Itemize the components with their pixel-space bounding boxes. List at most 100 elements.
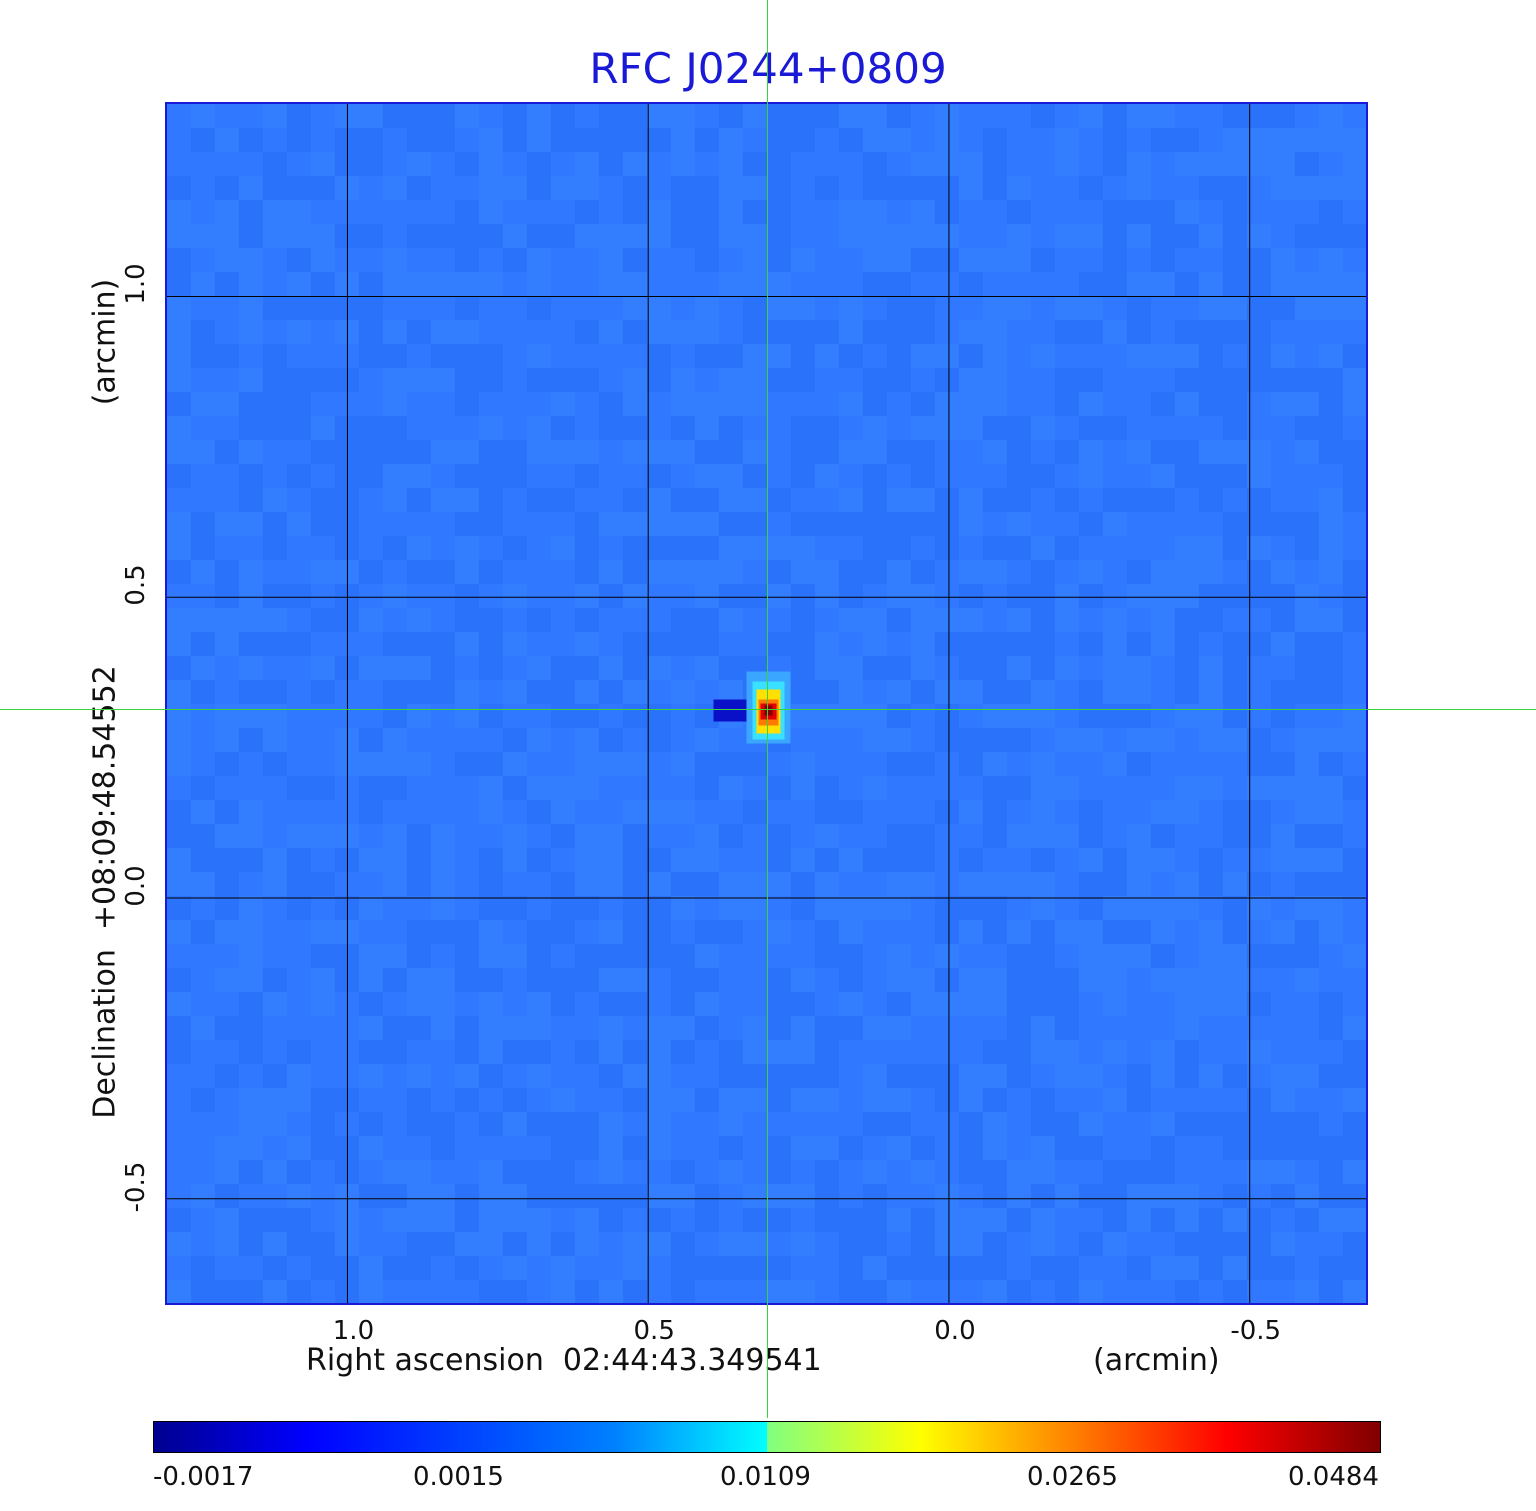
noise-cell — [1007, 224, 1031, 248]
noise-cell — [695, 752, 719, 776]
noise-cell — [263, 1064, 287, 1088]
noise-cell — [839, 1232, 863, 1256]
noise-cell — [551, 1088, 575, 1112]
noise-cell — [599, 320, 623, 344]
noise-cell — [407, 752, 431, 776]
noise-cell — [695, 248, 719, 272]
noise-cell — [1055, 992, 1079, 1016]
noise-cell — [791, 320, 815, 344]
noise-cell — [695, 536, 719, 560]
noise-cell — [1199, 272, 1223, 296]
noise-cell — [407, 152, 431, 176]
noise-cell — [191, 320, 215, 344]
noise-cell — [1199, 464, 1223, 488]
noise-cell — [1343, 344, 1366, 368]
noise-cell — [959, 344, 983, 368]
noise-cell — [527, 944, 551, 968]
noise-cell — [1199, 680, 1223, 704]
noise-cell — [935, 104, 959, 128]
noise-cell — [239, 272, 263, 296]
noise-cell — [743, 224, 767, 248]
noise-cell — [839, 560, 863, 584]
noise-cell — [1271, 512, 1295, 536]
noise-cell — [1079, 704, 1103, 728]
noise-cell — [623, 440, 647, 464]
noise-cell — [1319, 368, 1343, 392]
noise-cell — [383, 440, 407, 464]
noise-cell — [1079, 440, 1103, 464]
noise-cell — [1223, 176, 1247, 200]
noise-cell — [719, 1112, 743, 1136]
noise-cell — [167, 536, 191, 560]
noise-cell — [887, 1280, 911, 1303]
noise-cell — [167, 176, 191, 200]
noise-cell — [215, 872, 239, 896]
noise-cell — [863, 1208, 887, 1232]
noise-cell — [1175, 224, 1199, 248]
noise-cell — [695, 392, 719, 416]
noise-cell — [839, 200, 863, 224]
noise-cell — [1007, 1064, 1031, 1088]
noise-cell — [623, 536, 647, 560]
noise-cell — [1055, 1184, 1079, 1208]
noise-cell — [407, 128, 431, 152]
noise-cell — [935, 176, 959, 200]
noise-cell — [1127, 272, 1151, 296]
noise-cell — [647, 1136, 671, 1160]
noise-cell — [431, 488, 455, 512]
noise-cell — [1151, 968, 1175, 992]
noise-cell — [383, 944, 407, 968]
noise-cell — [887, 752, 911, 776]
noise-cell — [983, 1184, 1007, 1208]
noise-cell — [455, 440, 479, 464]
noise-cell — [863, 152, 887, 176]
noise-cell — [743, 752, 767, 776]
noise-cell — [791, 992, 815, 1016]
noise-cell — [407, 1112, 431, 1136]
noise-cell — [527, 800, 551, 824]
noise-cell — [1079, 392, 1103, 416]
noise-cell — [1247, 1208, 1271, 1232]
noise-cell — [1031, 1256, 1055, 1280]
noise-cell — [695, 1184, 719, 1208]
noise-cell — [503, 680, 527, 704]
noise-cell — [1007, 200, 1031, 224]
noise-cell — [719, 464, 743, 488]
noise-cell — [1055, 608, 1079, 632]
noise-cell — [1031, 944, 1055, 968]
plot-area[interactable] — [165, 102, 1368, 1305]
noise-cell — [767, 248, 791, 272]
noise-cell — [839, 488, 863, 512]
noise-cell — [1199, 488, 1223, 512]
noise-cell — [551, 1304, 575, 1305]
noise-cell — [1031, 848, 1055, 872]
noise-cell — [1319, 1064, 1343, 1088]
noise-cell — [1295, 296, 1319, 320]
noise-cell — [1199, 152, 1223, 176]
noise-cell — [1079, 1280, 1103, 1303]
noise-cell — [503, 1256, 527, 1280]
noise-cell — [263, 704, 287, 728]
noise-cell — [1271, 176, 1295, 200]
noise-cell — [1271, 824, 1295, 848]
noise-cell — [215, 632, 239, 656]
noise-cell — [1031, 104, 1055, 128]
noise-cell — [719, 344, 743, 368]
noise-cell — [863, 512, 887, 536]
noise-cell — [431, 992, 455, 1016]
noise-cell — [695, 464, 719, 488]
noise-cell — [359, 440, 383, 464]
noise-cell — [1223, 128, 1247, 152]
noise-cell — [719, 872, 743, 896]
noise-cell — [1367, 296, 1368, 320]
noise-cell — [1319, 440, 1343, 464]
noise-cell — [1007, 584, 1031, 608]
noise-cell — [551, 1112, 575, 1136]
noise-cell — [623, 104, 647, 128]
noise-cell — [215, 1208, 239, 1232]
noise-cell — [791, 1088, 815, 1112]
noise-cell — [887, 512, 911, 536]
noise-cell — [959, 872, 983, 896]
noise-cell — [839, 1256, 863, 1280]
noise-cell — [1175, 536, 1199, 560]
